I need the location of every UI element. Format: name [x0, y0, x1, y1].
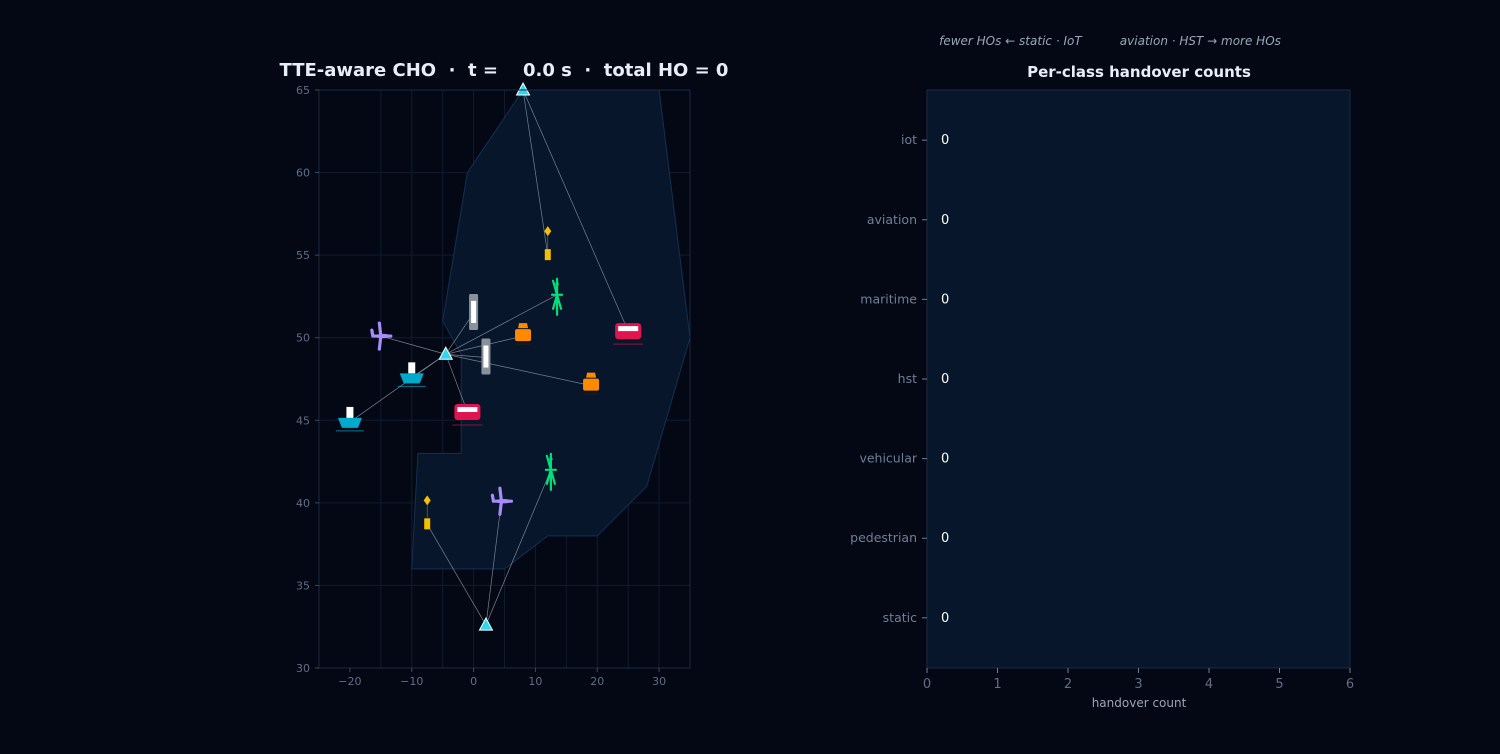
- bar-x-tick-label: 4: [1205, 677, 1213, 692]
- bar-value-label: 0: [941, 531, 949, 546]
- bar-axes: fewer HOs ← static · IoT aviation · HST …: [850, 34, 1354, 710]
- map-x-tick-label: 10: [528, 675, 542, 688]
- association-link: [445, 294, 558, 355]
- association-link: [485, 501, 502, 626]
- bus-icon: [452, 404, 483, 426]
- sensor-icon: [423, 495, 431, 530]
- bar-plot-area: [926, 89, 1351, 669]
- tower-icon: [515, 81, 531, 96]
- person-icon: [583, 372, 600, 395]
- bar-category-label: static: [883, 610, 917, 625]
- association-link: [445, 312, 474, 355]
- sensor-icon: [544, 226, 552, 261]
- map-y-ticks: 30 35 40 45 50 55 60 65: [296, 84, 319, 675]
- train-icon: [469, 293, 479, 330]
- association-link: [485, 469, 552, 626]
- bar-value-label: 0: [941, 292, 949, 307]
- bar-value-label: 0: [941, 133, 949, 148]
- map-y-tick-label: 45: [296, 414, 310, 427]
- map-y-tick-label: 60: [296, 167, 310, 180]
- map-title: TTE-aware CHO · t = 0.0 s · total HO = 0: [280, 60, 729, 81]
- bar-series: 0 0 0 0 0 0 0: [941, 133, 949, 626]
- ship-icon: [397, 362, 426, 387]
- map-axes-frame: [318, 89, 691, 669]
- bar-x-tick-label: 3: [1134, 677, 1142, 692]
- tower-markers: [438, 81, 531, 631]
- map-x-tick-label: 0: [470, 675, 477, 688]
- bar-category-label: aviation: [867, 212, 917, 227]
- association-link: [445, 354, 468, 413]
- association-link: [426, 524, 487, 626]
- turbine-icon: [544, 452, 557, 491]
- bar-title: Per-class handover counts: [1027, 63, 1251, 81]
- map-x-tick-label: −20: [338, 675, 361, 688]
- person-icon: [515, 323, 532, 346]
- bar-category-label: vehicular: [859, 451, 917, 466]
- bar-value-label: 0: [941, 372, 949, 387]
- bus-icon: [613, 323, 644, 345]
- plane-icon: [490, 486, 514, 516]
- bar-category-ticks: iot aviation maritime hst vehicular pedestria…: [850, 132, 927, 625]
- map-y-tick-label: 30: [296, 662, 310, 675]
- device-markers: [335, 226, 644, 530]
- map-y-tick-label: 40: [296, 497, 310, 510]
- map-y-tick-label: 35: [296, 579, 310, 592]
- association-link: [522, 89, 629, 332]
- bar-x-axis-label: handover count: [1092, 696, 1187, 710]
- bar-x-tick-label: 5: [1275, 677, 1283, 692]
- association-link: [380, 335, 446, 355]
- bar-annotation: fewer HOs ← static · IoT aviation · HST …: [939, 34, 1281, 48]
- map-x-tick-label: 20: [590, 675, 604, 688]
- association-link: [349, 353, 446, 423]
- map-y-tick-label: 50: [296, 332, 310, 345]
- plane-icon: [370, 321, 393, 351]
- bar-x-tick-label: 2: [1064, 677, 1072, 692]
- train-icon: [481, 338, 491, 375]
- association-link: [522, 89, 549, 256]
- bar-category-label: maritime: [860, 291, 917, 306]
- tower-icon: [438, 346, 454, 360]
- bar-value-label: 0: [941, 213, 949, 228]
- map-y-tick-label: 55: [296, 249, 310, 262]
- ship-icon: [335, 406, 364, 432]
- tower-icon: [478, 617, 494, 631]
- map-x-tick-label: −10: [400, 675, 423, 688]
- map-x-tick-label: 30: [652, 675, 666, 688]
- bar-x-ticks: 0 1 2 3 4 5 6: [923, 668, 1354, 692]
- bar-value-label: 0: [941, 611, 949, 626]
- bar-value-label: 0: [941, 452, 949, 467]
- map-axes: −20 −10 0 10 20 30 30 35 40 45 50 55 60 65 TTE-aware…: [280, 60, 729, 688]
- bar-category-label: hst: [898, 371, 917, 386]
- bar-x-tick-label: 1: [993, 677, 1001, 692]
- association-link: [445, 353, 486, 358]
- bar-category-label: iot: [901, 132, 917, 147]
- association-link: [445, 353, 592, 386]
- turbine-icon: [550, 277, 564, 316]
- bar-x-tick-label: 6: [1346, 677, 1354, 692]
- map-y-tick-label: 65: [296, 84, 310, 97]
- map-x-ticks: −20 −10 0 10 20 30: [338, 668, 666, 688]
- bar-x-tick-label: 0: [923, 677, 931, 692]
- bar-category-label: pedestrian: [850, 530, 917, 545]
